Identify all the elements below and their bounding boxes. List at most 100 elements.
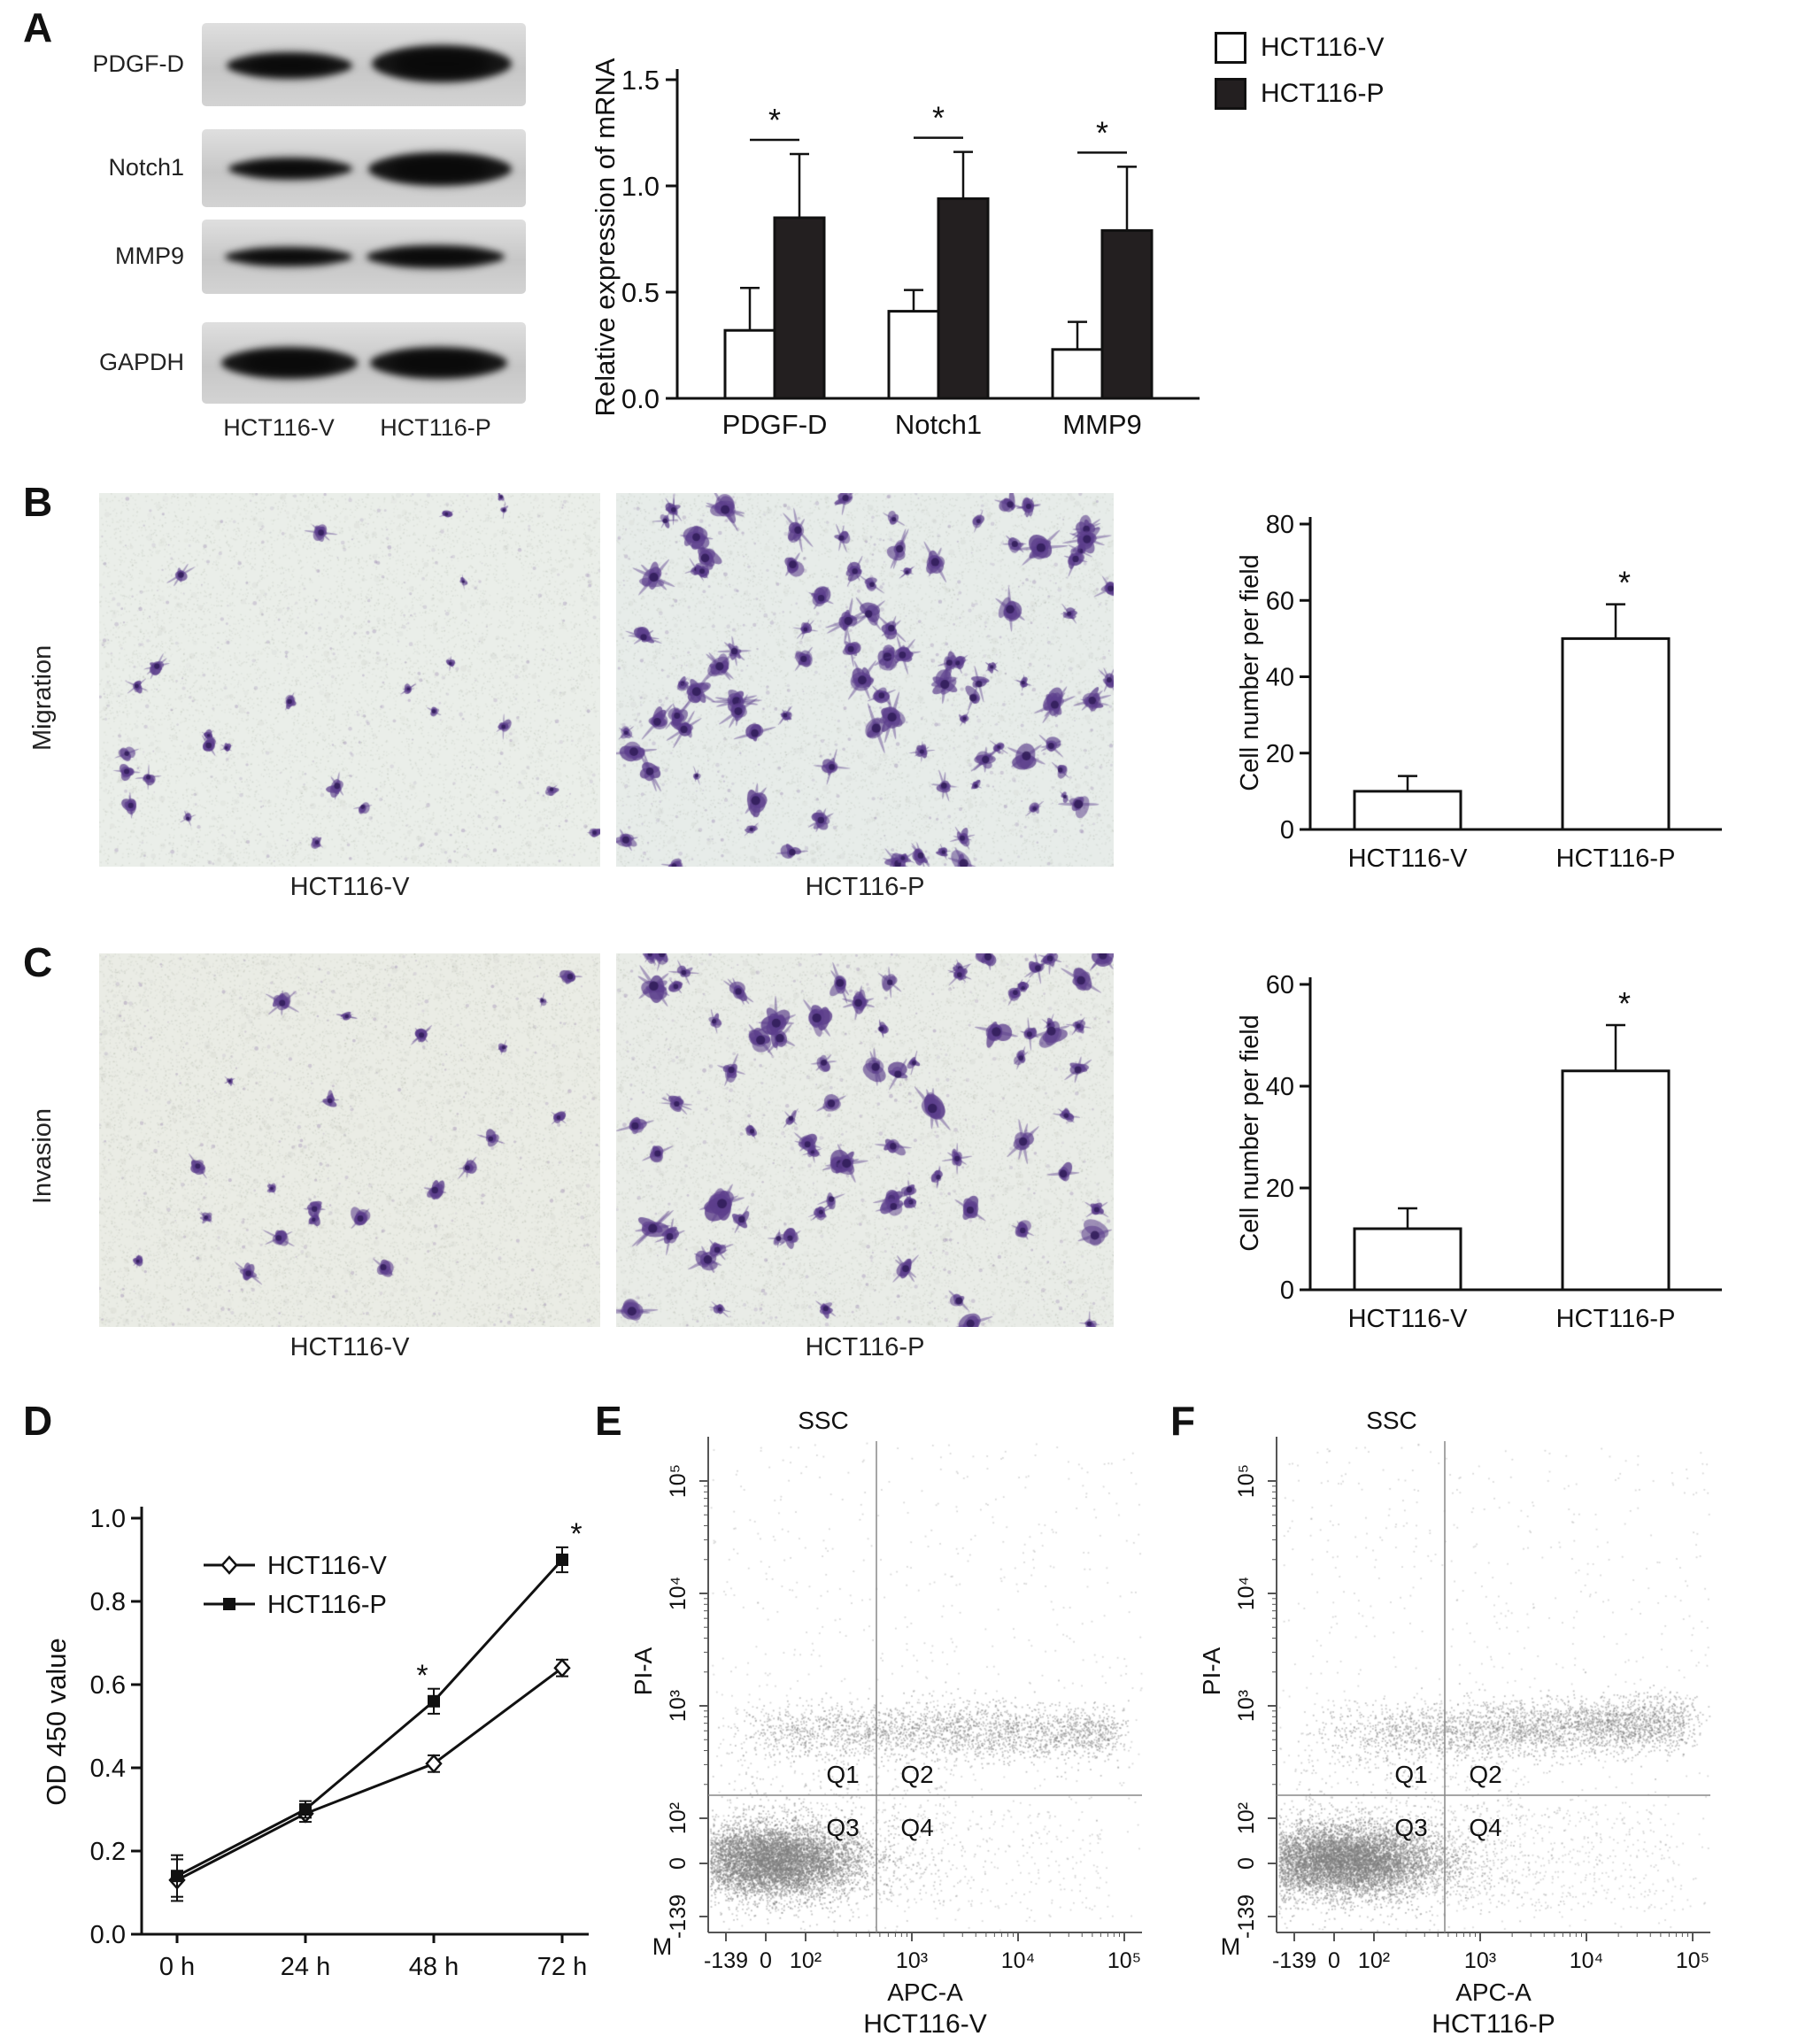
y-tick-label: 40 <box>1266 664 1294 692</box>
y-tick-label: 0.2 <box>90 1838 126 1866</box>
x-tick-label: -139 <box>704 1948 748 1973</box>
square-marker <box>299 1803 312 1816</box>
x-tick-label: 0 <box>1328 1948 1340 1973</box>
x-category-label: PDGF-D <box>722 409 828 440</box>
significance-star: * <box>932 100 945 136</box>
x-category-label: HCT116-V <box>1348 845 1468 873</box>
bar-hct116-v <box>723 328 776 400</box>
square-marker <box>171 1870 183 1883</box>
quadrant-label-q4: Q4 <box>1469 1814 1501 1841</box>
quadrant-label-q2: Q2 <box>1469 1761 1501 1788</box>
square-marker <box>556 1554 568 1566</box>
significance-star: * <box>1096 114 1108 150</box>
bar-hct116-p <box>1561 1069 1671 1292</box>
migration-image-hct116-v <box>99 493 600 867</box>
significance-star: * <box>768 102 781 138</box>
y-axis-label: Cell number per field <box>1236 1014 1264 1252</box>
quadrant-label-q2: Q2 <box>900 1761 933 1788</box>
migration-side-label: Migration <box>28 644 57 751</box>
invasion-image-hct116-v <box>99 953 600 1327</box>
square-marker <box>223 1598 235 1610</box>
y-tick-label: 1.0 <box>90 1505 126 1533</box>
x-category-label: HCT116-P <box>1556 845 1676 873</box>
invasion-image-label-v: HCT116-V <box>289 1333 410 1361</box>
y-tick-label: 60 <box>1266 971 1294 999</box>
legend-item-hct116-p: HCT116-P <box>1215 78 1384 110</box>
y-tick-label: 0 <box>1234 1857 1259 1870</box>
x-tick-label: 10⁴ <box>1001 1948 1036 1973</box>
plot-title: SSC <box>798 1407 849 1434</box>
y-tick-label: 1.5 <box>621 65 660 96</box>
y-tick-label: 10⁵ <box>1234 1464 1259 1498</box>
y-tick-label: 0 <box>666 1857 691 1870</box>
y-axis-label: PI-A <box>1198 1647 1225 1695</box>
invasion-image-hct116-p <box>616 953 1114 1327</box>
od450-line-chart: 0.0 0.2 0.4 0.6 0.8 1.0 OD 450 value 0 h 24 h 48 … <box>41 1505 589 1981</box>
y-axis-label: PI-A <box>629 1647 657 1695</box>
western-blot-strip-notch1 <box>202 129 526 207</box>
x-tick-label: 10² <box>790 1948 822 1973</box>
x-category-label: HCT116-P <box>1556 1305 1676 1333</box>
western-blot-strip-gapdh <box>202 322 526 404</box>
series-line-hct116-v <box>176 1666 563 1882</box>
x-tick-label: 10³ <box>1464 1948 1496 1973</box>
legend-item-hct116-v: HCT116-V <box>1215 32 1384 64</box>
y-tick-label: 0.0 <box>621 383 660 414</box>
y-tick-label: 10⁴ <box>666 1577 691 1611</box>
mrna-chart-legend: HCT116-V HCT116-P <box>1215 32 1384 110</box>
legend-label-hct116-v: HCT116-V <box>1261 33 1385 62</box>
bar-hct116-p <box>1100 228 1154 400</box>
y-tick-label: 60 <box>1266 587 1294 615</box>
y-tick-label: 0 <box>1280 1277 1294 1305</box>
bar-hct116-v <box>1353 1227 1462 1292</box>
corner-label-m: M <box>652 1933 673 1960</box>
x-tick-label: -139 <box>1272 1948 1316 1973</box>
y-tick-label: 20 <box>1266 740 1294 768</box>
blot-row-label-pdgf-d: PDGF-D <box>92 50 185 77</box>
y-tick-label: 0.8 <box>90 1588 126 1616</box>
bar-hct116-v <box>1051 348 1104 400</box>
legend-label-hct116-p: HCT116-P <box>1261 79 1385 108</box>
x-axis-label: APC-A <box>887 1978 963 2006</box>
panel-b-letter: B <box>23 479 53 525</box>
y-tick-label: 40 <box>1266 1073 1294 1101</box>
plot-title: SSC <box>1366 1407 1417 1434</box>
y-tick-label: 80 <box>1266 511 1294 539</box>
y-tick-label: 10⁴ <box>1234 1577 1259 1611</box>
bar-hct116-p <box>937 197 990 400</box>
bar-hct116-p <box>773 216 826 400</box>
x-tick-label: 72 h <box>537 1953 587 1981</box>
legend-swatch-hct116-p <box>1215 78 1246 110</box>
panel-a-letter: A <box>23 4 53 50</box>
y-tick-label: 0.5 <box>621 277 660 308</box>
blot-row-label-mmp9: MMP9 <box>114 243 184 269</box>
western-blot-strip-mmp9 <box>202 220 526 294</box>
y-tick-label: 10² <box>1234 1802 1259 1834</box>
x-axis-label: APC-A <box>1455 1978 1532 2006</box>
y-tick-label: 10³ <box>1234 1690 1259 1722</box>
significance-star: * <box>570 1517 582 1551</box>
blot-lane-label-v: HCT116-V <box>223 414 335 441</box>
blot-row-label-notch1: Notch1 <box>108 154 184 181</box>
x-tick-label: 48 h <box>409 1953 459 1981</box>
x-tick-label: 10⁴ <box>1570 1948 1604 1973</box>
diamond-marker <box>220 1555 238 1575</box>
bar-hct116-p <box>1561 636 1671 831</box>
sample-label: HCT116-P <box>1431 2009 1555 2039</box>
bar-hct116-v <box>887 310 940 400</box>
significance-star: * <box>416 1659 428 1693</box>
quadrant-label-q3: Q3 <box>826 1814 859 1841</box>
bar-hct116-v <box>1353 790 1462 831</box>
quadrant-label-q4: Q4 <box>900 1814 933 1841</box>
x-tick-label: 10⁵ <box>1676 1948 1709 1973</box>
migration-image-label-p: HCT116-P <box>805 873 925 901</box>
x-category-label: Notch1 <box>895 409 982 440</box>
y-tick-label: 0.6 <box>90 1671 126 1700</box>
legend-label: HCT116-V <box>267 1552 387 1580</box>
x-tick-label: 10² <box>1358 1948 1390 1973</box>
y-tick-label: -139 <box>666 1894 691 1939</box>
